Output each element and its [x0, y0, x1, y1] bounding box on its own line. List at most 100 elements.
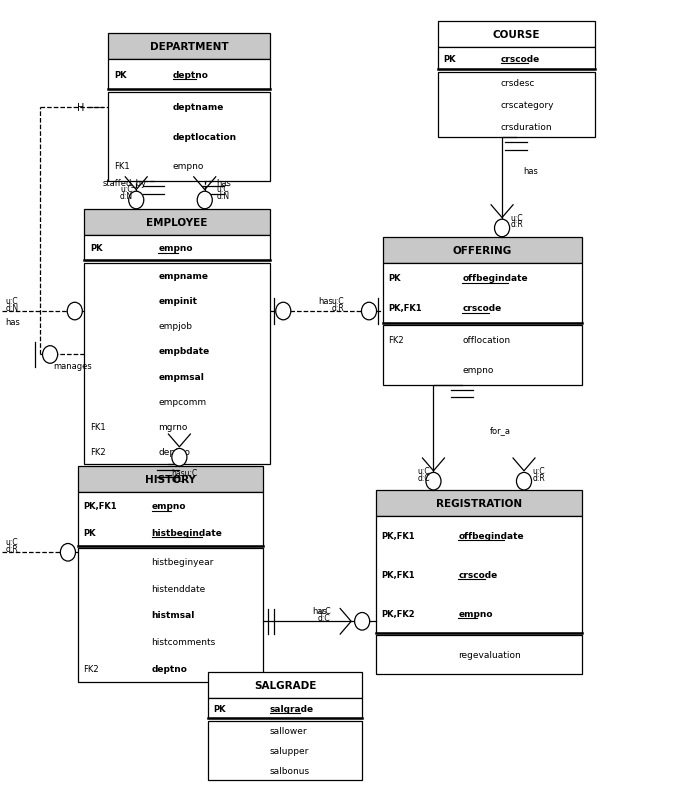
Text: salbonus: salbonus — [270, 766, 310, 775]
Text: u:C: u:C — [6, 537, 18, 547]
Text: d:R: d:R — [532, 473, 545, 482]
Text: empno: empno — [462, 366, 493, 375]
Bar — [77, 467, 263, 492]
Text: hasu:C: hasu:C — [171, 468, 197, 477]
Text: empjob: empjob — [159, 322, 193, 331]
Text: has: has — [217, 179, 231, 188]
Text: PK,FK1: PK,FK1 — [388, 304, 422, 313]
Text: empno: empno — [152, 501, 186, 511]
Text: crscode: crscode — [462, 304, 502, 313]
Bar — [108, 60, 270, 90]
Circle shape — [426, 473, 441, 490]
Text: OFFERING: OFFERING — [453, 245, 512, 256]
Text: empname: empname — [159, 272, 208, 281]
Bar — [77, 492, 263, 546]
Text: SALGRADE: SALGRADE — [254, 680, 316, 691]
Bar — [208, 721, 362, 780]
Text: regevaluation: regevaluation — [458, 650, 521, 659]
Text: COURSE: COURSE — [493, 30, 540, 40]
Text: REGISTRATION: REGISTRATION — [435, 499, 522, 508]
Text: u:C: u:C — [332, 297, 344, 306]
Text: empbdate: empbdate — [159, 347, 210, 356]
Circle shape — [67, 303, 82, 321]
Circle shape — [276, 303, 290, 321]
Text: crscode: crscode — [501, 55, 540, 63]
Text: PK: PK — [388, 274, 401, 283]
Bar — [208, 699, 362, 719]
Text: FK2: FK2 — [90, 448, 106, 456]
Text: d:C: d:C — [171, 475, 184, 484]
Bar — [108, 34, 270, 60]
Text: has: has — [312, 606, 327, 616]
Text: empmsal: empmsal — [159, 372, 204, 381]
Text: offbegindate: offbegindate — [462, 274, 528, 283]
Text: d:N: d:N — [6, 303, 19, 312]
Circle shape — [495, 220, 510, 237]
Text: offlocation: offlocation — [462, 336, 511, 345]
Circle shape — [197, 192, 213, 209]
Text: d:C: d:C — [318, 613, 331, 622]
Text: d:R: d:R — [332, 303, 344, 312]
Text: u:C: u:C — [120, 185, 132, 194]
Text: empno: empno — [458, 609, 493, 618]
Text: PK,FK1: PK,FK1 — [382, 532, 415, 541]
Bar — [383, 326, 582, 385]
Bar — [77, 549, 263, 682]
Text: sallower: sallower — [270, 726, 307, 735]
Bar — [84, 236, 270, 261]
Text: offbegindate: offbegindate — [458, 532, 524, 541]
Text: staffed_by: staffed_by — [103, 179, 147, 188]
Text: empno: empno — [159, 244, 193, 253]
Text: crsdesc: crsdesc — [501, 79, 535, 88]
Text: PK: PK — [443, 55, 455, 63]
Bar — [84, 209, 270, 236]
Text: PK,FK2: PK,FK2 — [382, 609, 415, 618]
Text: histbegindate: histbegindate — [152, 529, 222, 537]
Text: FK1: FK1 — [114, 162, 130, 172]
Text: histmsal: histmsal — [152, 610, 195, 620]
Text: d:R: d:R — [6, 544, 18, 553]
Text: u:C: u:C — [217, 185, 229, 194]
Text: deptno: deptno — [152, 664, 188, 673]
Text: has: has — [319, 297, 333, 306]
Bar — [383, 264, 582, 323]
Circle shape — [61, 544, 75, 561]
Text: empno: empno — [173, 162, 204, 172]
Bar — [84, 263, 270, 465]
Text: FK1: FK1 — [90, 423, 106, 431]
Circle shape — [516, 473, 531, 490]
Text: histbeginyear: histbeginyear — [152, 557, 214, 566]
Bar — [437, 22, 595, 48]
Text: u:C: u:C — [511, 214, 523, 223]
Circle shape — [362, 303, 377, 321]
Text: manages: manages — [54, 362, 92, 371]
Text: empcomm: empcomm — [159, 398, 206, 407]
Text: crscategory: crscategory — [501, 100, 554, 110]
Text: u:C: u:C — [417, 467, 430, 476]
Text: deptname: deptname — [173, 103, 224, 111]
Text: PK: PK — [83, 529, 95, 537]
Text: u:C: u:C — [6, 297, 18, 306]
Bar — [208, 672, 362, 699]
Text: FK2: FK2 — [388, 336, 404, 345]
Text: FK2: FK2 — [83, 664, 99, 673]
Bar — [437, 72, 595, 138]
Text: d:N: d:N — [217, 192, 230, 200]
Text: PK,FK1: PK,FK1 — [382, 570, 415, 579]
Text: H: H — [77, 103, 85, 113]
Bar — [376, 516, 582, 633]
Text: PK: PK — [213, 704, 226, 713]
Text: EMPLOYEE: EMPLOYEE — [146, 217, 208, 228]
Text: has: has — [523, 167, 538, 176]
Text: d:C: d:C — [417, 473, 430, 482]
Text: u:C: u:C — [532, 467, 545, 476]
Text: for_a: for_a — [490, 425, 511, 434]
Text: u:C: u:C — [318, 606, 331, 616]
Text: crscode: crscode — [458, 570, 497, 579]
Bar — [376, 490, 582, 516]
Circle shape — [355, 613, 370, 630]
Text: empinit: empinit — [159, 297, 197, 306]
Circle shape — [129, 192, 144, 209]
Bar — [437, 48, 595, 70]
Circle shape — [172, 449, 187, 467]
